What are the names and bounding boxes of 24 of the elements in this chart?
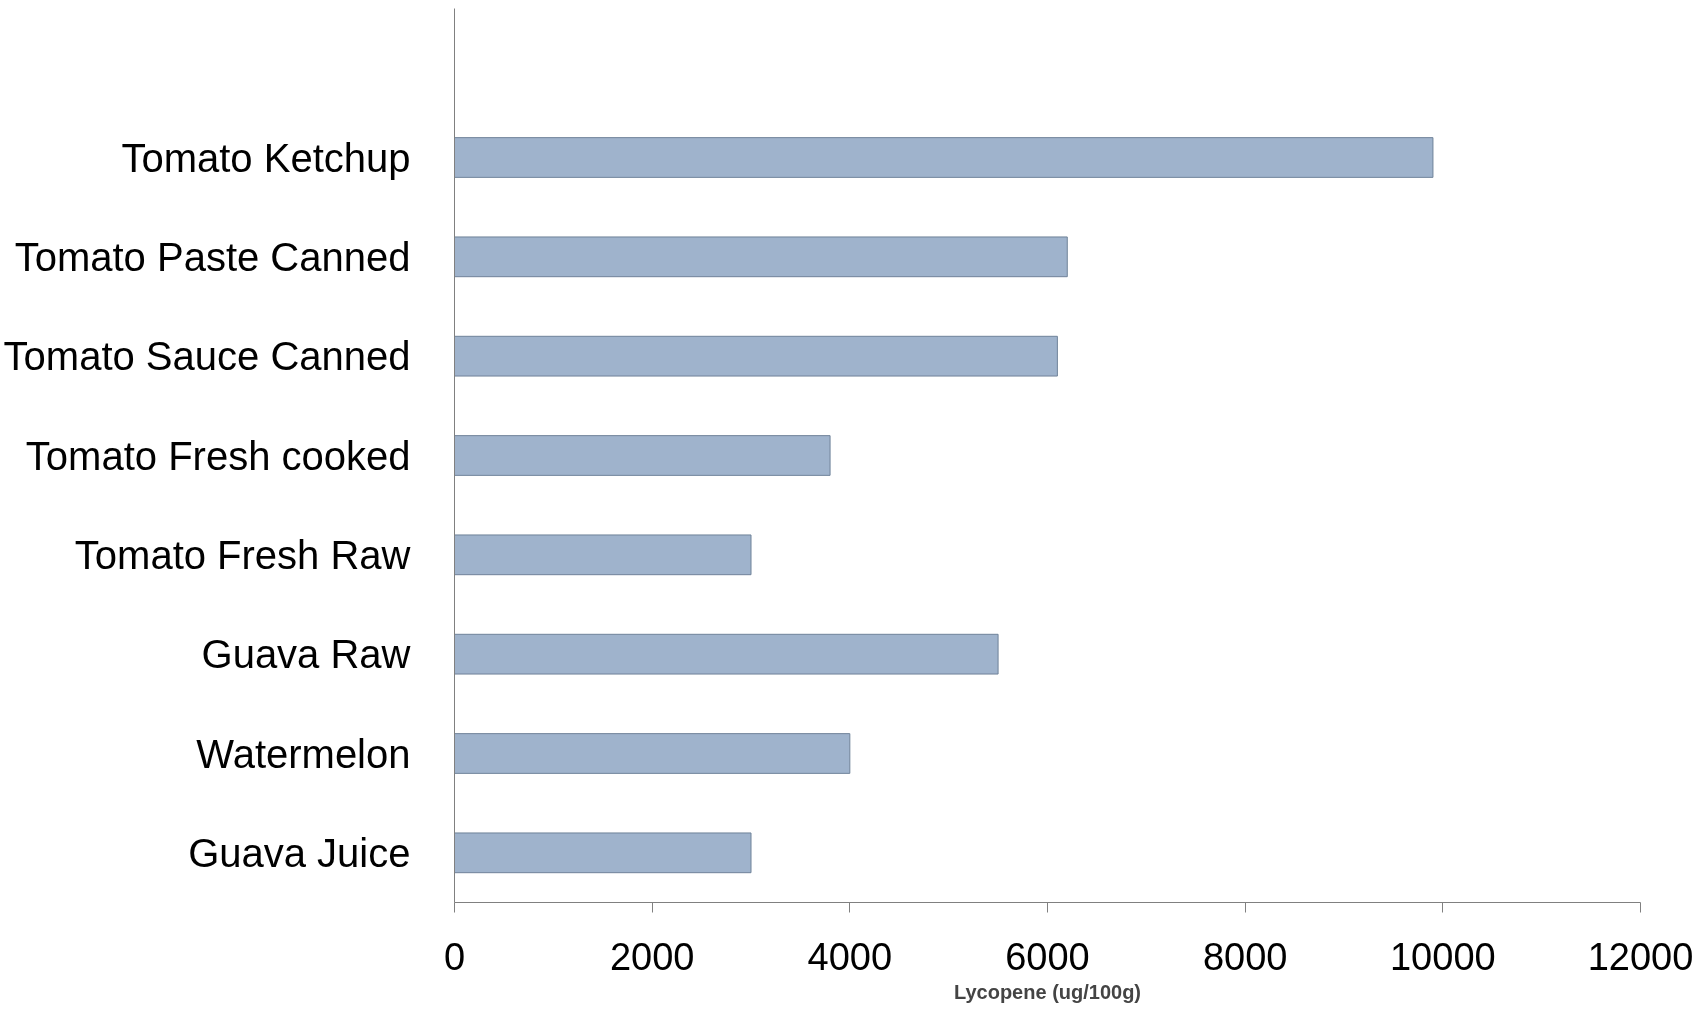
x-tick-label: 10000 <box>1390 935 1496 978</box>
bar <box>454 335 1058 377</box>
bar <box>454 435 831 476</box>
x-tick-label: 6000 <box>1005 935 1090 978</box>
x-tick-label: 8000 <box>1202 935 1288 978</box>
bar <box>454 633 999 675</box>
y-tick-label: Tomato Paste Canned <box>14 234 411 279</box>
y-tick-label: Tomato Fresh Raw <box>74 532 411 577</box>
y-tick-label: Tomato Fresh cooked <box>25 433 411 478</box>
bar <box>454 137 1434 178</box>
bar <box>454 534 752 576</box>
bar <box>454 236 1068 278</box>
y-tick-label: Watermelon <box>196 731 411 776</box>
bar <box>454 733 851 774</box>
y-tick-label: Tomato Ketchup <box>121 135 411 180</box>
y-tick-label: Guava Raw <box>201 632 411 677</box>
x-tick-label: 0 <box>443 935 466 978</box>
x-tick-label: 2000 <box>609 935 695 978</box>
y-tick-label: Tomato Sauce Canned <box>3 334 411 379</box>
y-tick-label: Guava Juice <box>188 830 411 875</box>
x-axis-title: Lycopene (ug/100g) <box>953 980 1142 1003</box>
x-tick-label: 4000 <box>807 935 893 978</box>
x-tick-label: 12000 <box>1587 935 1694 978</box>
bar <box>454 832 752 874</box>
